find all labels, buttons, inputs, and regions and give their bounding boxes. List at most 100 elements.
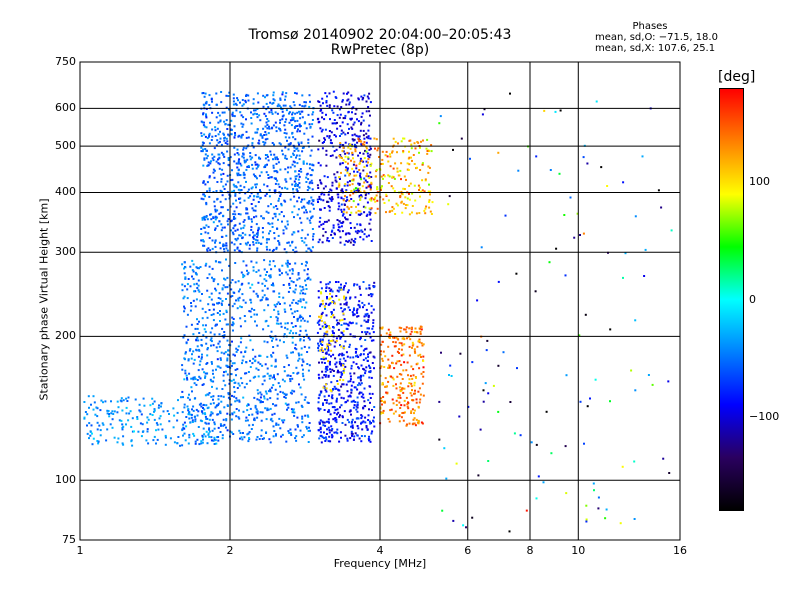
data-point [213, 421, 216, 424]
data-point [195, 383, 198, 386]
data-point [237, 153, 240, 156]
data-point [206, 137, 209, 140]
data-point [408, 192, 410, 195]
data-point [371, 409, 373, 411]
data-point [422, 366, 425, 369]
data-point [219, 366, 222, 369]
data-point [296, 319, 299, 322]
data-point [222, 284, 225, 287]
data-point [219, 200, 222, 203]
data-point [226, 412, 229, 415]
data-point [182, 336, 185, 339]
data-point [273, 177, 276, 180]
data-point [137, 430, 140, 433]
data-point [406, 337, 408, 340]
data-point [269, 390, 272, 393]
data-point [369, 397, 372, 399]
data-point [328, 287, 331, 290]
data-point [187, 338, 190, 341]
data-point [390, 408, 393, 411]
data-point [349, 214, 352, 216]
data-point [279, 385, 281, 388]
data-point [183, 378, 186, 381]
data-point [228, 303, 230, 306]
data-point [309, 174, 312, 177]
data-point [211, 412, 214, 415]
data-point [221, 327, 224, 330]
data-point [321, 128, 324, 131]
data-point [346, 390, 349, 393]
data-point [208, 430, 211, 433]
data-point [335, 148, 338, 151]
data-point [227, 323, 229, 326]
data-point [286, 264, 289, 267]
data-point [326, 237, 329, 240]
data-point [308, 123, 311, 126]
data-point [211, 362, 213, 365]
data-point [182, 297, 185, 300]
data-point [359, 293, 362, 296]
data-point [226, 143, 229, 146]
data-point [298, 130, 301, 133]
data-point [321, 111, 324, 114]
data-point [385, 211, 387, 214]
data-point [383, 366, 386, 368]
data-point [210, 298, 213, 301]
data-point [387, 174, 390, 177]
data-point [271, 376, 274, 379]
data-point [335, 361, 338, 364]
data-point [308, 364, 311, 367]
data-point [311, 188, 314, 191]
data-point [301, 358, 304, 361]
data-point [413, 392, 415, 395]
data-point [155, 429, 157, 432]
data-point [398, 174, 401, 177]
data-point [211, 327, 214, 330]
data-point [325, 420, 328, 423]
data-point [374, 147, 376, 150]
data-point [359, 236, 362, 239]
data-point [318, 315, 320, 318]
data-point [242, 152, 244, 155]
data-point [410, 394, 413, 397]
data-point [236, 166, 239, 169]
data-point [236, 172, 239, 175]
data-point [269, 374, 272, 377]
data-point [293, 180, 296, 183]
data-point [279, 195, 282, 197]
data-point [205, 201, 208, 204]
data-point [236, 237, 239, 240]
data-point [367, 161, 369, 164]
data-point [358, 437, 361, 440]
data-point [319, 208, 322, 211]
data-point [372, 325, 375, 328]
data-point [368, 148, 371, 151]
data-point [229, 156, 232, 159]
data-point [213, 200, 216, 203]
data-point [202, 324, 205, 327]
data-point [352, 314, 355, 317]
data-point [187, 442, 190, 445]
data-point [286, 356, 289, 359]
data-point [294, 437, 297, 440]
data-point [342, 353, 345, 356]
data-point [297, 230, 300, 233]
data-point [209, 121, 212, 124]
data-point [321, 376, 324, 379]
data-point [224, 286, 227, 289]
data-point [270, 336, 272, 339]
data-point [176, 442, 179, 445]
data-point [356, 232, 359, 235]
data-point [289, 391, 292, 394]
data-point [430, 150, 433, 153]
data-point [242, 156, 245, 159]
x-tick-label: 10 [571, 544, 586, 557]
data-point [342, 397, 345, 400]
data-point [497, 364, 500, 367]
data-point [594, 378, 597, 381]
data-point [191, 377, 194, 380]
data-point [276, 158, 279, 161]
data-point [402, 137, 405, 140]
data-point [202, 383, 205, 386]
data-point [379, 400, 382, 403]
